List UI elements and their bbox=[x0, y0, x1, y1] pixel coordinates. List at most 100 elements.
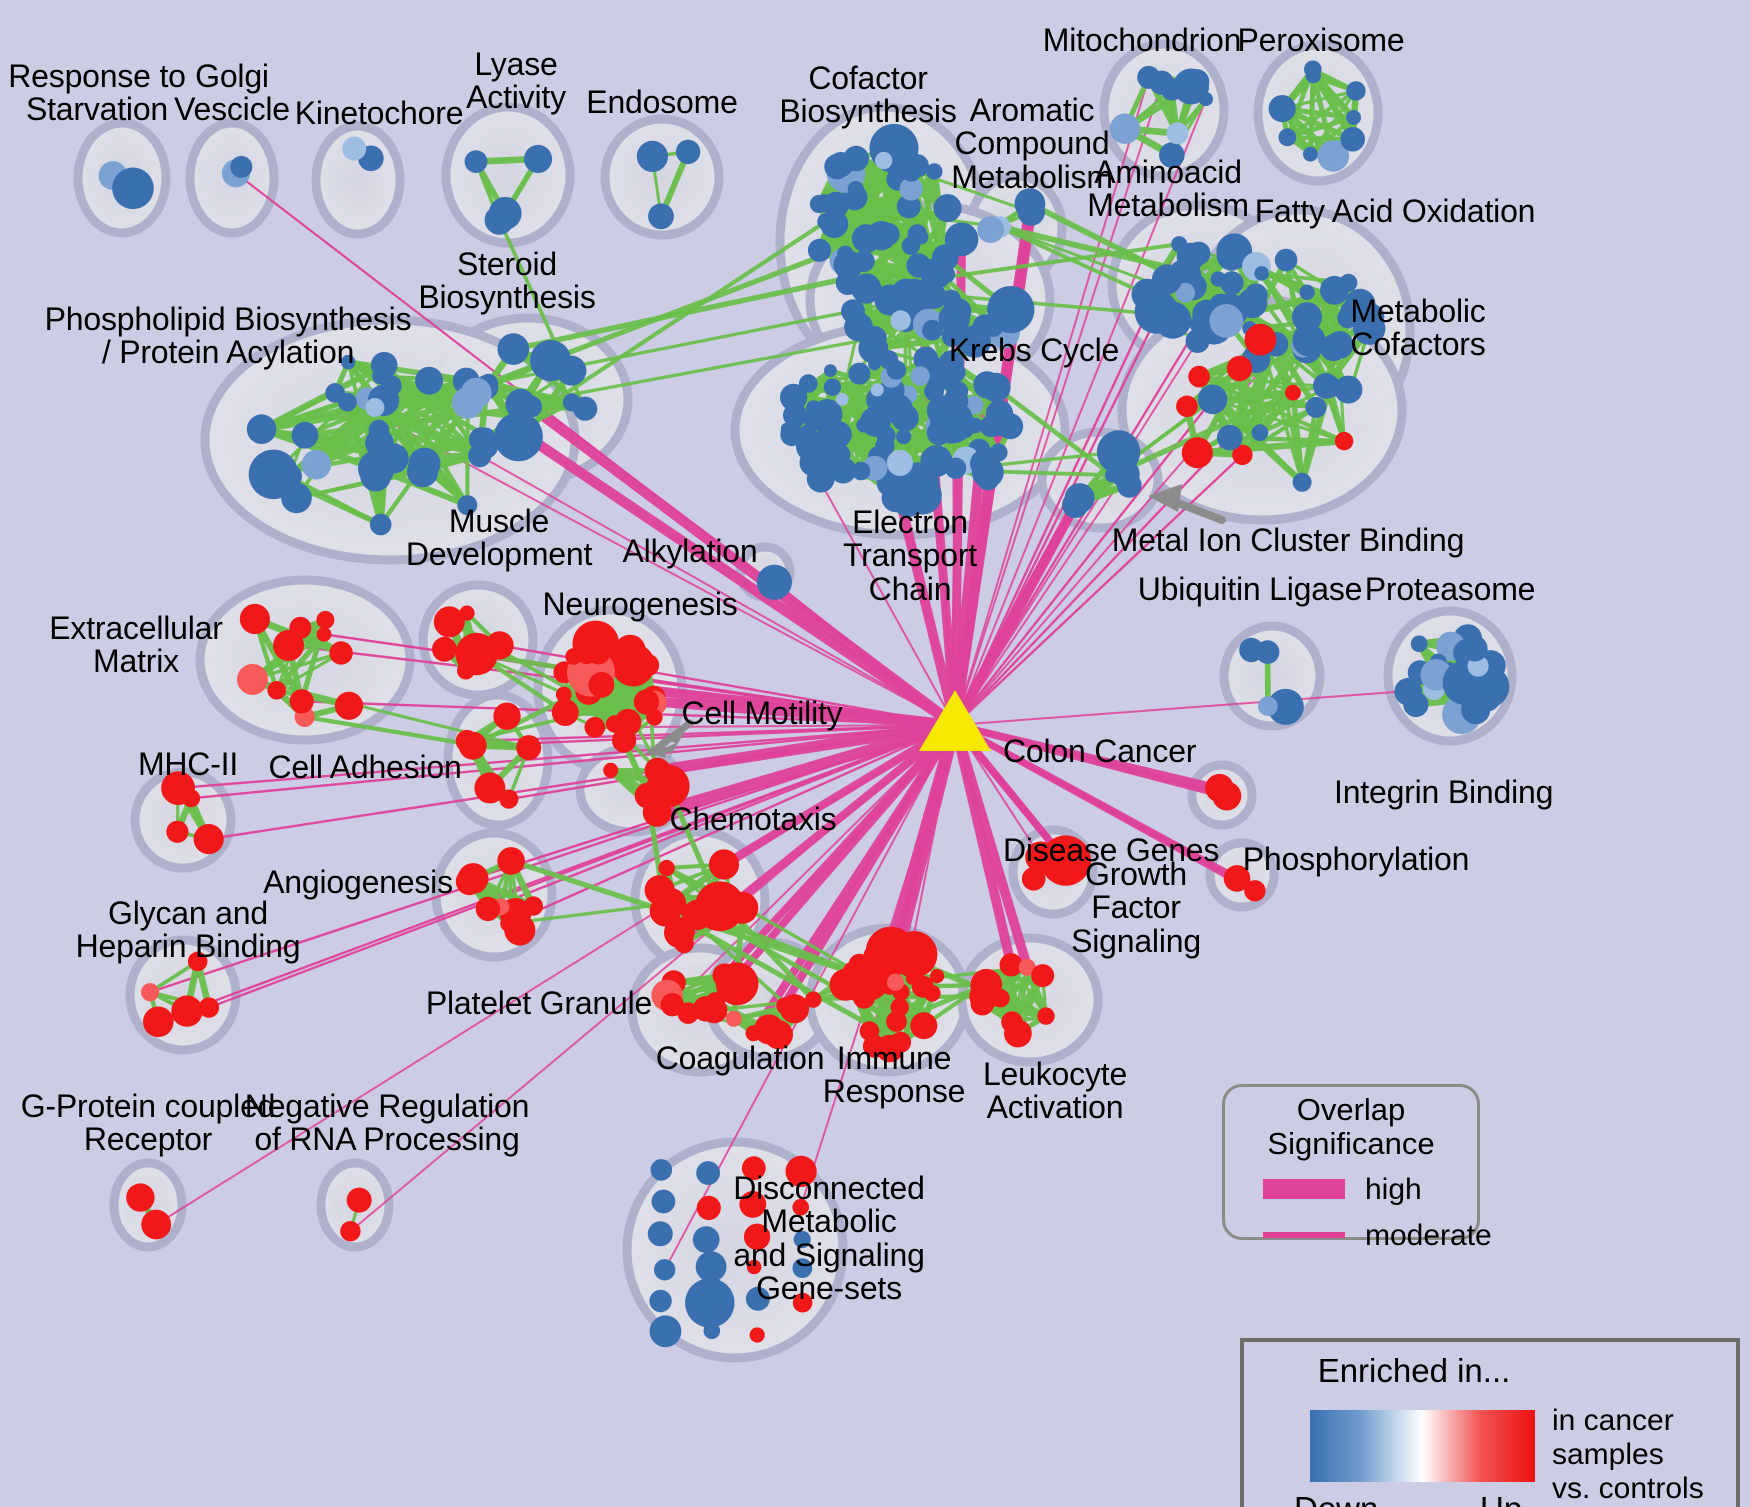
gene-set-node[interactable] bbox=[650, 1159, 673, 1181]
gene-set-node[interactable] bbox=[1278, 128, 1297, 147]
gene-set-node[interactable] bbox=[703, 1322, 721, 1340]
gene-set-node[interactable] bbox=[1337, 307, 1358, 329]
gene-set-node[interactable] bbox=[870, 383, 884, 397]
gene-set-node[interactable] bbox=[1166, 122, 1189, 145]
gene-set-node[interactable] bbox=[1159, 142, 1185, 168]
gene-set-node[interactable] bbox=[126, 1183, 155, 1212]
gene-set-node[interactable] bbox=[646, 764, 690, 808]
gene-set-node[interactable] bbox=[792, 1198, 809, 1216]
gene-set-node[interactable] bbox=[1116, 472, 1142, 498]
gene-set-node[interactable] bbox=[477, 427, 495, 445]
gene-set-node[interactable] bbox=[799, 374, 818, 393]
gene-set-node[interactable] bbox=[461, 377, 492, 409]
gene-set-node[interactable] bbox=[886, 1011, 907, 1032]
cluster-hull[interactable] bbox=[622, 1137, 848, 1363]
gene-set-node[interactable] bbox=[141, 983, 160, 1002]
gene-set-node[interactable] bbox=[695, 1251, 727, 1283]
gene-set-node[interactable] bbox=[562, 393, 581, 412]
gene-set-node[interactable] bbox=[745, 1025, 762, 1042]
gene-set-node[interactable] bbox=[346, 1187, 372, 1213]
gene-set-node[interactable] bbox=[899, 177, 923, 201]
gene-set-node[interactable] bbox=[649, 1315, 682, 1348]
gene-set-node[interactable] bbox=[1463, 678, 1485, 700]
gene-set-node[interactable] bbox=[1186, 241, 1211, 266]
gene-set-node[interactable] bbox=[187, 951, 208, 972]
gene-set-node[interactable] bbox=[141, 1209, 172, 1240]
gene-set-node[interactable] bbox=[1292, 472, 1312, 492]
gene-set-node[interactable] bbox=[793, 1230, 811, 1249]
gene-set-node[interactable] bbox=[1303, 146, 1318, 162]
gene-set-node[interactable] bbox=[933, 194, 962, 223]
gene-set-node[interactable] bbox=[944, 222, 979, 257]
gene-set-node[interactable] bbox=[939, 306, 961, 328]
gene-set-node[interactable] bbox=[792, 1292, 813, 1313]
gene-set-node[interactable] bbox=[497, 847, 525, 875]
gene-set-node[interactable] bbox=[696, 1161, 720, 1185]
gene-set-node[interactable] bbox=[1317, 140, 1350, 172]
gene-set-node[interactable] bbox=[1031, 964, 1055, 988]
gene-set-node[interactable] bbox=[785, 1155, 817, 1187]
gene-set-node[interactable] bbox=[660, 993, 684, 1017]
gene-set-node[interactable] bbox=[886, 360, 907, 380]
gene-set-node[interactable] bbox=[922, 319, 943, 341]
gene-set-node[interactable] bbox=[756, 564, 793, 600]
gene-set-node[interactable] bbox=[143, 1006, 174, 1038]
gene-set-node[interactable] bbox=[500, 914, 519, 933]
gene-set-node[interactable] bbox=[1096, 430, 1141, 474]
colon-cancer-hub-node[interactable] bbox=[919, 690, 991, 751]
gene-set-node[interactable] bbox=[655, 887, 687, 919]
gene-set-node[interactable] bbox=[636, 140, 669, 172]
gene-set-node[interactable] bbox=[814, 431, 840, 457]
gene-set-node[interactable] bbox=[1340, 126, 1365, 152]
gene-set-node[interactable] bbox=[565, 648, 582, 665]
gene-set-node[interactable] bbox=[876, 1034, 904, 1063]
gene-set-node[interactable] bbox=[749, 1327, 765, 1343]
gene-set-node[interactable] bbox=[360, 460, 392, 492]
gene-set-node[interactable] bbox=[530, 340, 572, 382]
gene-set-node[interactable] bbox=[906, 253, 931, 278]
gene-set-node[interactable] bbox=[1461, 635, 1488, 662]
gene-set-node[interactable] bbox=[161, 771, 196, 805]
gene-set-node[interactable] bbox=[896, 194, 921, 219]
gene-set-node[interactable] bbox=[695, 881, 745, 932]
gene-set-node[interactable] bbox=[1197, 384, 1228, 415]
gene-set-node[interactable] bbox=[1232, 444, 1253, 465]
gene-set-node[interactable] bbox=[1040, 835, 1092, 886]
gene-set-node[interactable] bbox=[1339, 273, 1358, 292]
gene-set-node[interactable] bbox=[474, 772, 506, 804]
gene-set-node[interactable] bbox=[886, 973, 905, 991]
gene-set-node[interactable] bbox=[455, 632, 498, 676]
gene-set-node[interactable] bbox=[325, 383, 345, 403]
gene-set-node[interactable] bbox=[237, 663, 268, 695]
gene-set-node[interactable] bbox=[1318, 375, 1341, 399]
gene-set-node[interactable] bbox=[943, 388, 969, 414]
gene-set-node[interactable] bbox=[875, 436, 895, 456]
gene-set-node[interactable] bbox=[814, 194, 834, 213]
gene-set-node[interactable] bbox=[316, 610, 335, 629]
gene-set-node[interactable] bbox=[1304, 60, 1322, 79]
gene-set-node[interactable] bbox=[841, 299, 865, 324]
gene-set-node[interactable] bbox=[171, 995, 203, 1027]
gene-set-node[interactable] bbox=[1173, 68, 1210, 105]
gene-set-node[interactable] bbox=[648, 203, 674, 230]
gene-set-node[interactable] bbox=[455, 868, 483, 896]
gene-set-node[interactable] bbox=[926, 163, 943, 180]
gene-set-node[interactable] bbox=[979, 415, 1002, 438]
gene-set-node[interactable] bbox=[1239, 637, 1264, 663]
gene-set-node[interactable] bbox=[743, 1223, 771, 1251]
gene-set-node[interactable] bbox=[1244, 323, 1277, 356]
gene-set-node[interactable] bbox=[649, 1289, 672, 1313]
gene-set-node[interactable] bbox=[1258, 696, 1278, 716]
gene-set-node[interactable] bbox=[340, 1221, 361, 1242]
gene-set-node[interactable] bbox=[875, 151, 893, 170]
gene-set-node[interactable] bbox=[458, 731, 487, 760]
gene-set-node[interactable] bbox=[903, 476, 942, 515]
gene-set-node[interactable] bbox=[792, 1258, 813, 1278]
gene-set-node[interactable] bbox=[896, 429, 912, 445]
gene-set-node[interactable] bbox=[611, 643, 655, 687]
gene-set-node[interactable] bbox=[459, 605, 475, 621]
gene-set-node[interactable] bbox=[614, 708, 642, 736]
gene-set-node[interactable] bbox=[555, 686, 572, 703]
gene-set-node[interactable] bbox=[1220, 271, 1244, 295]
gene-set-node[interactable] bbox=[1188, 365, 1210, 388]
